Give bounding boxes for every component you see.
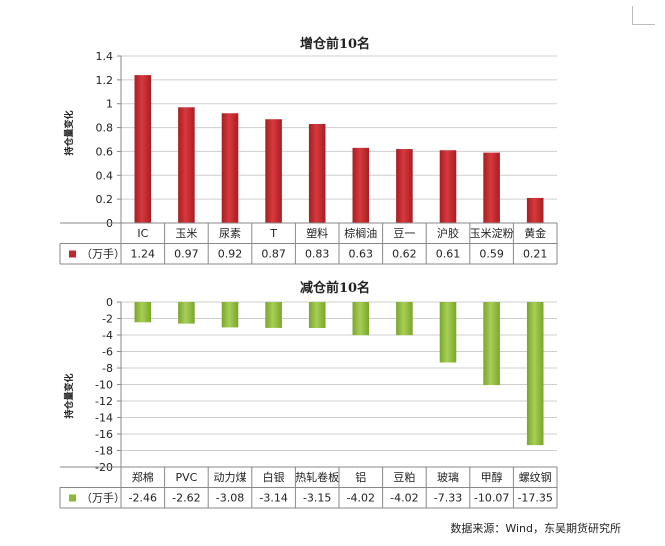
category-label: 郑棉 (132, 470, 154, 484)
category-label: 棕榈油 (344, 226, 377, 240)
category-label: 螺纹钢 (519, 470, 552, 484)
value-label: -2.46 (129, 492, 157, 505)
value-label: 0.59 (479, 248, 504, 261)
source-note: 数据来源：Wind，东吴期货研究所 (450, 522, 621, 535)
category-label: 玻璃 (437, 470, 459, 484)
legend-swatch (69, 250, 76, 258)
y-tick-label: 0.4 (96, 169, 114, 182)
value-label: -3.14 (259, 492, 287, 505)
chart-title: 减仓前10名 (300, 280, 370, 296)
value-label: 0.63 (349, 248, 374, 261)
category-label: 甲醇 (481, 470, 503, 484)
category-label: 玉米淀粉 (470, 226, 514, 240)
bar (352, 147, 370, 223)
bar (221, 302, 239, 328)
y-tick-label: -6 (102, 346, 113, 359)
legend-label: （万手） (81, 247, 125, 261)
bar (265, 119, 282, 223)
category-label: 豆一 (393, 227, 415, 240)
category-label: 塑料 (306, 226, 328, 240)
category-label: 铝 (355, 470, 366, 484)
y-tick-label: -10 (95, 379, 113, 392)
legend-swatch (69, 494, 76, 502)
bar (483, 302, 500, 386)
y-tick-label: 1 (106, 98, 113, 111)
category-label: 豆粕 (393, 470, 415, 484)
legend-label: （万手） (81, 491, 125, 505)
bar (526, 197, 544, 223)
bar (483, 152, 500, 223)
y-tick-label: -2 (102, 313, 113, 326)
bar (439, 302, 457, 363)
value-label: -4.02 (390, 492, 418, 505)
category-label: IC (137, 227, 148, 240)
bar (134, 75, 152, 223)
category-label: 沪胶 (437, 226, 459, 240)
y-tick-label: -12 (95, 395, 113, 408)
y-tick-label: 1.4 (96, 50, 114, 63)
category-label: 动力煤 (214, 471, 247, 484)
value-label: 0.62 (392, 248, 417, 261)
decrease-top10-chart: 减仓前10名0-2-4-6-8-10-12-14-16-18-20持仓量变化郑棉… (59, 280, 558, 509)
value-label: -2.62 (172, 492, 200, 505)
bar (352, 302, 370, 336)
category-label: 热轧卷板 (295, 470, 339, 484)
value-label: -7.33 (434, 492, 462, 505)
bar (308, 123, 326, 223)
value-label: 0.61 (436, 248, 461, 261)
bar (134, 302, 152, 323)
value-label: 0.97 (174, 248, 199, 261)
value-label: -17.35 (517, 492, 552, 505)
y-tick-label: -16 (95, 428, 113, 441)
value-label: -3.08 (216, 492, 244, 505)
value-label: -4.02 (347, 492, 375, 505)
category-label: 玉米 (175, 227, 197, 240)
bar (308, 302, 326, 328)
category-label: PVC (175, 471, 197, 484)
bar (221, 113, 239, 223)
value-label: 0.87 (261, 248, 286, 261)
value-label: -10.07 (474, 492, 509, 505)
bar (178, 107, 195, 223)
bar (265, 302, 282, 328)
chart-title: 增仓前10名 (300, 36, 370, 52)
y-tick-label: -4 (102, 329, 113, 342)
bar (178, 302, 195, 324)
y-tick-label: 0.6 (96, 145, 114, 158)
category-label: T (269, 227, 277, 240)
bar (396, 149, 413, 223)
corner-mark (632, 6, 655, 25)
y-axis-label: 持仓量变化 (63, 373, 75, 418)
bar (526, 302, 544, 446)
value-label: 0.83 (305, 248, 330, 261)
category-label: 白银 (263, 470, 285, 484)
category-label: 黄金 (524, 226, 546, 240)
value-label: -3.15 (303, 492, 331, 505)
y-tick-label: -8 (102, 362, 113, 375)
value-label: 0.92 (218, 248, 243, 261)
y-tick-label: -14 (95, 412, 113, 425)
y-tick-label: 0.2 (96, 193, 114, 206)
category-label: 尿素 (219, 227, 241, 240)
y-axis-label: 持仓量变化 (63, 110, 75, 155)
bar (396, 302, 413, 336)
y-tick-label: 0.8 (96, 122, 114, 135)
increase-top10-chart: 增仓前10名00.20.40.60.811.21.4持仓量变化IC1.24玉米0… (59, 36, 558, 265)
value-label: 0.21 (523, 248, 548, 261)
bar (439, 150, 457, 223)
y-tick-label: 1.2 (96, 74, 114, 87)
y-tick-label: -18 (95, 445, 113, 458)
value-label: 1.24 (131, 248, 156, 261)
y-tick-label: 0 (106, 296, 113, 309)
